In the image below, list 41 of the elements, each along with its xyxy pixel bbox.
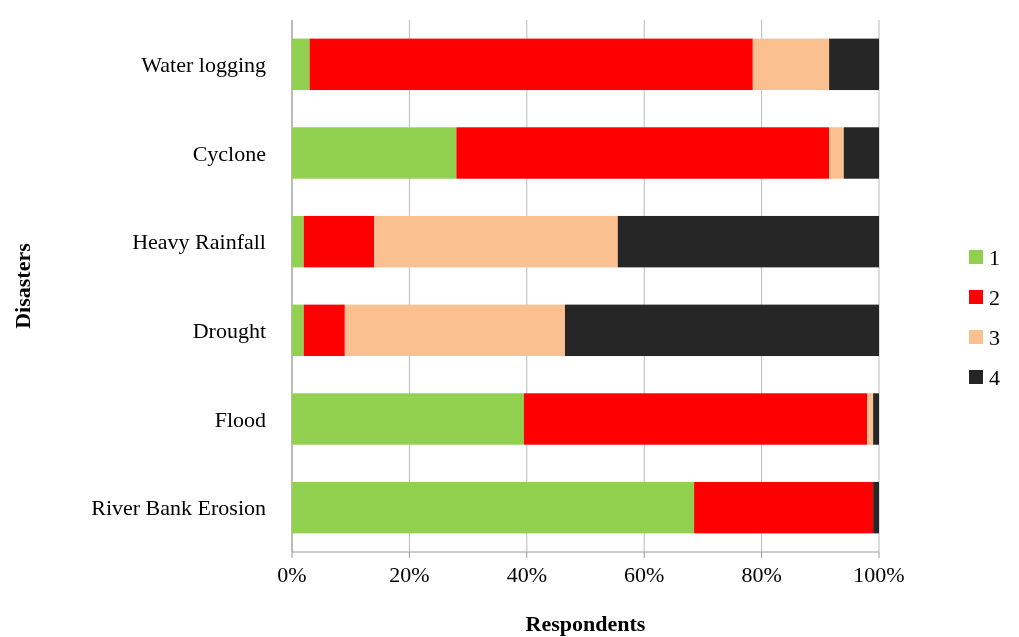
y-tick-label: Flood <box>214 406 266 432</box>
bar <box>867 393 874 445</box>
bar <box>752 38 830 91</box>
bar <box>303 215 375 268</box>
bar <box>309 38 753 91</box>
x-tick-label: 100% <box>853 562 905 587</box>
bar <box>374 215 618 268</box>
bar <box>292 304 304 357</box>
x-tick-label: 80% <box>741 562 782 587</box>
bar <box>303 304 345 357</box>
bar <box>873 393 879 445</box>
bar <box>292 127 457 179</box>
bar <box>873 481 879 534</box>
bar <box>617 215 879 268</box>
bar <box>843 127 879 179</box>
bar <box>292 393 524 445</box>
legend-label: 1 <box>989 244 1000 270</box>
y-tick-label: Heavy Rainfall <box>132 229 266 255</box>
bar <box>829 38 879 91</box>
bar <box>829 127 844 179</box>
x-tick-label: 60% <box>624 562 665 587</box>
bar <box>292 481 695 534</box>
legend-label: 4 <box>989 364 1000 390</box>
x-axis-title: Respondents <box>525 611 646 636</box>
x-tick-label: 40% <box>506 562 547 587</box>
y-tick-label: Cyclone <box>192 140 266 166</box>
bar <box>456 127 830 179</box>
legend-label: 2 <box>989 284 1000 310</box>
bar <box>523 393 868 445</box>
bar <box>292 38 310 91</box>
y-axis-title: Disasters <box>10 242 35 329</box>
legend-label: 3 <box>989 324 1000 350</box>
y-tick-label: River Bank Erosion <box>91 495 266 521</box>
x-tick-label: 0% <box>277 562 307 587</box>
bar <box>564 304 879 357</box>
bar <box>344 304 565 357</box>
bar <box>694 481 874 534</box>
x-tick-label: 20% <box>389 562 430 587</box>
y-tick-label: Water logging <box>141 52 266 78</box>
bar <box>292 215 304 268</box>
y-tick-label: Drought <box>192 318 266 344</box>
